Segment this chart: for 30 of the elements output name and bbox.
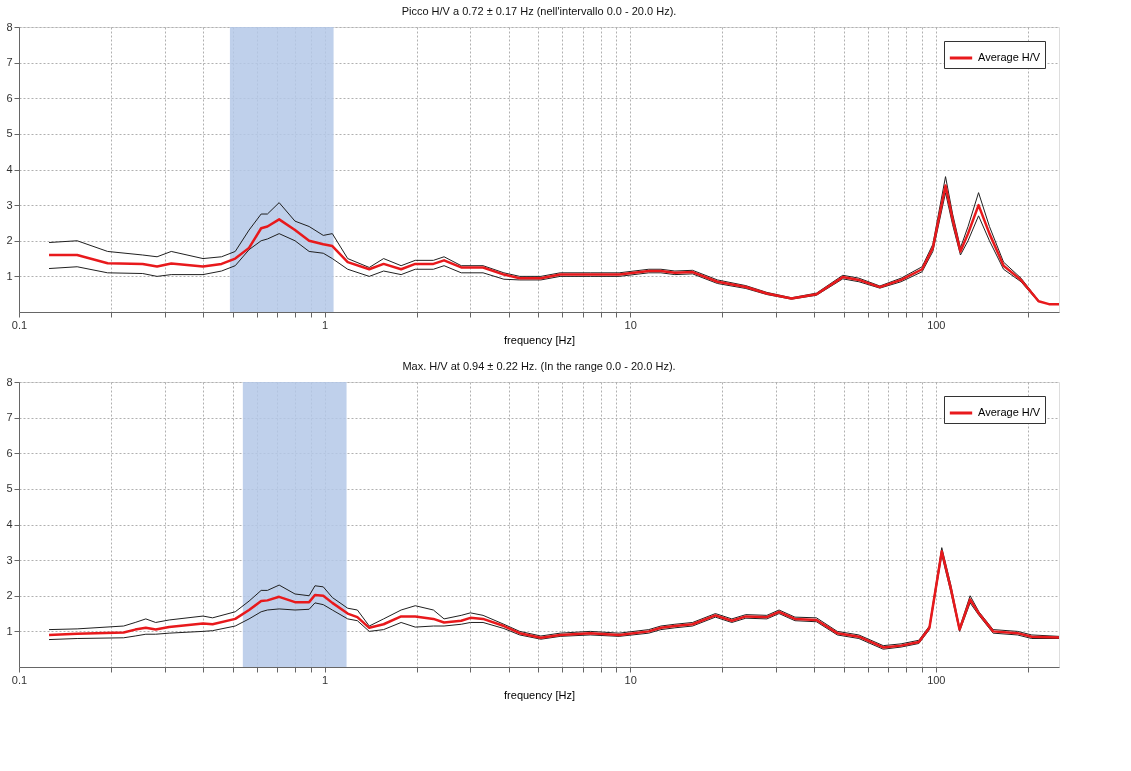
y-tick-label: 4 bbox=[6, 163, 13, 175]
y-tick-label: 5 bbox=[6, 482, 13, 495]
x-tick-label: 10 bbox=[624, 318, 637, 331]
x-tick-label: 100 bbox=[927, 318, 946, 331]
y-tick-label: 8 bbox=[6, 375, 13, 388]
y-tick-label: 2 bbox=[6, 234, 13, 247]
y-tick-label: 1 bbox=[6, 624, 13, 637]
chart-title: Picco H/V a 0.72 ± 0.17 Hz (nell'intervallo 0.0 - 20.0 Hz). bbox=[401, 5, 677, 17]
x-axis-title: frequency [Hz] bbox=[504, 688, 575, 701]
x-tick-label: 1 bbox=[322, 673, 329, 686]
y-tick-label: 2 bbox=[6, 589, 13, 602]
x-tick-label: 1 bbox=[322, 318, 329, 331]
legend-label: Average H/V bbox=[978, 406, 1041, 418]
legend-label: Average H/V bbox=[978, 51, 1041, 63]
y-tick-label: 7 bbox=[6, 56, 13, 69]
y-tick-label: 6 bbox=[6, 446, 13, 459]
x-tick-label: 100 bbox=[927, 673, 946, 686]
x-axis-title: frequency [Hz] bbox=[504, 333, 575, 346]
y-tick-label: 4 bbox=[6, 518, 13, 530]
y-tick-label: 6 bbox=[6, 91, 13, 104]
y-tick-label: 5 bbox=[6, 127, 13, 140]
y-tick-label: 1 bbox=[6, 269, 13, 282]
y-tick-label: 7 bbox=[6, 411, 13, 424]
chart-title: Max. H/V at 0.94 ± 0.22 Hz. (In the range 0.0 - 20.0 Hz). bbox=[402, 360, 676, 372]
x-tick-label: 10 bbox=[624, 673, 637, 686]
y-tick-label: 3 bbox=[6, 198, 13, 211]
y-tick-label: 3 bbox=[6, 553, 13, 566]
x-tick-label: 0.1 bbox=[11, 673, 28, 686]
y-tick-label: 8 bbox=[6, 20, 13, 33]
x-tick-label: 0.1 bbox=[11, 318, 28, 331]
